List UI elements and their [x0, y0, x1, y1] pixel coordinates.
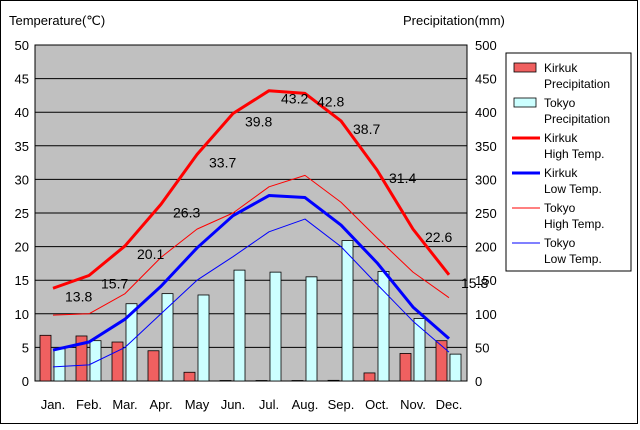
- x-tick-label: May: [185, 397, 210, 412]
- left-tick-label: 40: [15, 105, 29, 120]
- x-tick-label: Sep.: [328, 397, 355, 412]
- bar-tokyo-precipitation: [341, 240, 354, 382]
- data-label: 39.8: [245, 114, 272, 130]
- x-tick-label: Oct.: [365, 397, 389, 412]
- legend-label: Tokyo: [544, 96, 576, 110]
- legend-label: Kirkuk: [544, 166, 578, 180]
- bar-tokyo-precipitation: [269, 271, 282, 382]
- legend-label: Kirkuk: [544, 131, 578, 145]
- x-tick-label: Nov.: [400, 397, 426, 412]
- line-tokyo-low-temp-: [52, 218, 450, 368]
- right-tick-label: 0: [475, 374, 482, 389]
- legend-label: Kirkuk: [544, 61, 578, 75]
- grid-lines: [35, 78, 467, 348]
- left-tick-label: 25: [15, 206, 29, 221]
- legend-symbol-tokyo-precipitation: [513, 97, 537, 108]
- right-tick-label: 50: [475, 340, 489, 355]
- bar-tokyo-precipitation: [89, 340, 102, 382]
- legend-symbol-kirkuk-precipitation: [513, 62, 537, 73]
- left-tick-label: 35: [15, 139, 29, 154]
- data-label: 15.7: [101, 275, 128, 291]
- line-kirkuk-low-temp-: [52, 194, 450, 352]
- bar-tokyo-precipitation: [161, 293, 174, 382]
- bar-kirkuk-precipitation: [255, 380, 268, 382]
- data-label: 20.1: [137, 246, 164, 262]
- bar-kirkuk-precipitation: [327, 379, 340, 382]
- temperature-lines: [52, 89, 451, 368]
- bar-tokyo-precipitation: [197, 294, 210, 382]
- bar-kirkuk-precipitation: [39, 334, 52, 382]
- x-tick-label: Jul.: [259, 397, 279, 412]
- right-tick-label: 400: [475, 105, 497, 120]
- legend: Kirkuk Precipitation Tokyo Precipitation Kir…: [505, 52, 632, 272]
- data-label: 15.8: [461, 275, 488, 291]
- x-tick-label: Feb.: [76, 397, 102, 412]
- right-tick-label: 150: [475, 273, 497, 288]
- legend-box: [505, 52, 632, 272]
- right-tick-label: 500: [475, 38, 497, 53]
- left-tick-label: 45: [15, 72, 29, 87]
- data-label: 26.3: [173, 204, 200, 220]
- legend-label: Low Temp.: [544, 252, 602, 266]
- legend-label: High Temp.: [544, 217, 604, 231]
- data-label: 13.8: [65, 288, 92, 304]
- bar-kirkuk-precipitation: [399, 353, 412, 382]
- left-axis-title: Temperature(℃): [9, 13, 105, 28]
- bar-kirkuk-precipitation: [363, 372, 376, 382]
- data-labels: 13.8 15.7 20.1 26.3 33.7 39.8 43.2 42.8 38.7 31.4…: [65, 91, 488, 305]
- legend-label: High Temp.: [544, 147, 604, 161]
- x-tick-label: Jun.: [221, 397, 246, 412]
- bar-tokyo-precipitation: [125, 303, 138, 382]
- left-tick-label: 5: [22, 340, 29, 355]
- x-tick-label: Aug.: [292, 397, 319, 412]
- data-label: 31.4: [389, 170, 416, 186]
- axes: 0510152025303540455005010015020025030035…: [15, 38, 497, 412]
- bar-kirkuk-precipitation: [147, 350, 160, 382]
- bar-kirkuk-precipitation: [219, 380, 232, 382]
- left-tick-label: 0: [22, 374, 29, 389]
- legend-label: Tokyo: [544, 236, 576, 250]
- right-axis-title: Precipitation(mm): [403, 13, 505, 28]
- legend-label: Low Temp.: [544, 182, 602, 196]
- data-label: 33.7: [209, 155, 236, 171]
- bar-kirkuk-precipitation: [183, 371, 196, 382]
- bar-tokyo-precipitation: [233, 269, 246, 382]
- bar-kirkuk-precipitation: [435, 340, 448, 382]
- bar-kirkuk-precipitation: [111, 341, 124, 382]
- data-label: 42.8: [317, 93, 344, 109]
- right-tick-label: 250: [475, 206, 497, 221]
- data-label: 38.7: [353, 121, 380, 137]
- left-tick-label: 50: [15, 38, 29, 53]
- data-label: 22.6: [425, 229, 452, 245]
- right-tick-label: 350: [475, 139, 497, 154]
- legend-label: Tokyo: [544, 201, 576, 215]
- left-tick-label: 30: [15, 172, 29, 187]
- precipitation-bars: [39, 240, 462, 382]
- right-tick-label: 100: [475, 307, 497, 322]
- bar-tokyo-precipitation: [449, 353, 462, 382]
- left-tick-label: 20: [15, 240, 29, 255]
- bar-tokyo-precipitation: [53, 348, 66, 382]
- bar-tokyo-precipitation: [377, 271, 390, 382]
- left-tick-label: 10: [15, 307, 29, 322]
- legend-label: Precipitation: [544, 77, 610, 91]
- line-tokyo-high-temp-: [52, 174, 450, 316]
- legend-label: Precipitation: [544, 112, 610, 126]
- bar-tokyo-precipitation: [305, 276, 318, 382]
- line-kirkuk-high-temp-: [52, 89, 451, 290]
- right-tick-label: 300: [475, 172, 497, 187]
- x-tick-label: Dec.: [436, 397, 463, 412]
- x-tick-label: Jan.: [41, 397, 66, 412]
- right-tick-label: 200: [475, 240, 497, 255]
- x-tick-label: Mar.: [112, 397, 137, 412]
- bar-kirkuk-precipitation: [291, 380, 304, 382]
- bar-kirkuk-precipitation: [75, 335, 88, 382]
- left-tick-label: 15: [15, 273, 29, 288]
- x-tick-label: Apr.: [149, 397, 172, 412]
- bar-tokyo-precipitation: [413, 318, 426, 382]
- data-label: 43.2: [281, 91, 308, 107]
- right-tick-label: 450: [475, 72, 497, 87]
